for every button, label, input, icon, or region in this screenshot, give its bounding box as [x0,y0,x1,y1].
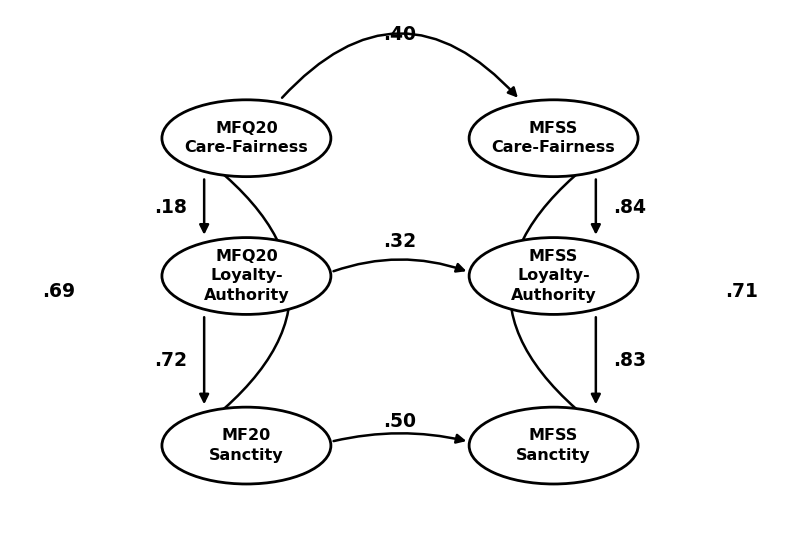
Ellipse shape [162,237,331,315]
Ellipse shape [469,100,638,177]
Text: .71: .71 [726,283,758,301]
FancyArrowPatch shape [200,179,208,232]
Text: MFSS
Sanctity: MFSS Sanctity [516,428,591,463]
FancyArrowPatch shape [334,259,464,272]
Text: MFSS
Loyalty-
Authority: MFSS Loyalty- Authority [510,250,597,302]
Text: .18: .18 [154,198,187,216]
Text: .32: .32 [383,232,417,251]
Text: MFQ20
Loyalty-
Authority: MFQ20 Loyalty- Authority [203,250,290,302]
Ellipse shape [469,237,638,315]
Text: MFSS
Care-Fairness: MFSS Care-Fairness [492,121,615,155]
FancyArrowPatch shape [282,33,516,98]
Text: MFQ20
Care-Fairness: MFQ20 Care-Fairness [185,121,308,155]
FancyArrowPatch shape [200,317,208,402]
Text: .50: .50 [383,412,417,431]
Ellipse shape [469,407,638,484]
FancyArrowPatch shape [334,433,464,443]
Text: .40: .40 [383,25,417,44]
Ellipse shape [162,100,331,177]
Text: MF20
Sanctity: MF20 Sanctity [209,428,284,463]
Text: .83: .83 [613,351,646,370]
Text: .72: .72 [154,351,187,370]
Ellipse shape [162,407,331,484]
Text: .84: .84 [613,198,646,216]
FancyArrowPatch shape [592,317,600,402]
FancyArrowPatch shape [592,179,600,232]
FancyArrowPatch shape [510,149,610,436]
FancyArrowPatch shape [190,149,290,436]
Text: .69: .69 [42,283,75,301]
